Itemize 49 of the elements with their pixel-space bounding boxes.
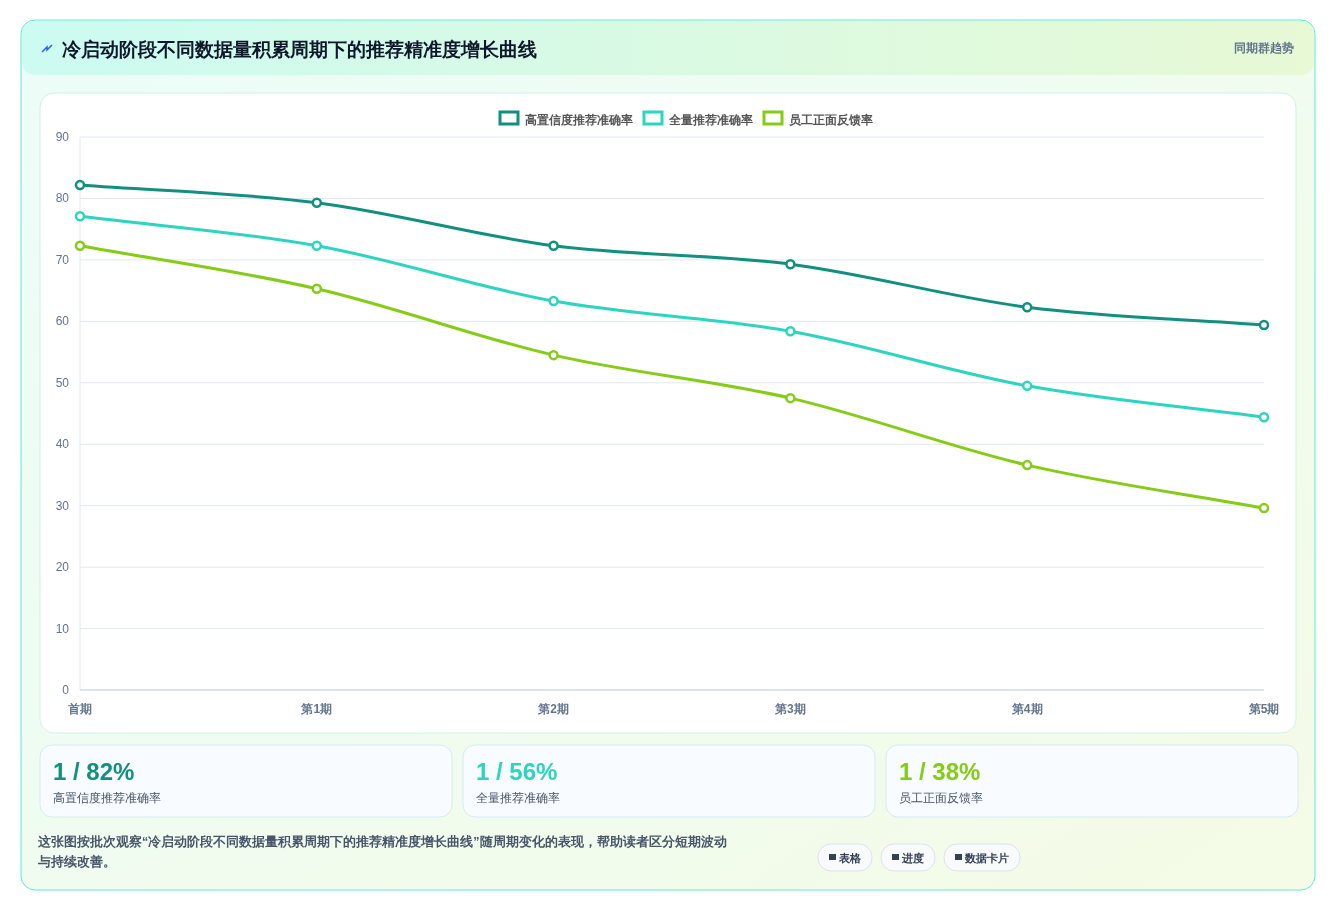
point (74, 211, 86, 222)
y-tick-label: 60 (55, 314, 70, 329)
chart-title: 冷启动阶段不同数据量积累周期下的推荐精准度增长曲线 (62, 39, 537, 60)
y-tick-label: 80 (55, 191, 70, 206)
y-tick-label: 50 (55, 375, 70, 390)
y-tick-label: 40 (55, 437, 70, 452)
legend-label: 高置信度推荐准确率 (525, 113, 633, 127)
text: 1 / 82% (53, 758, 135, 785)
x-tick-label: 第2期 (537, 702, 569, 716)
point (1021, 380, 1033, 392)
text: 数据卡片 (964, 852, 1009, 864)
point (311, 283, 323, 295)
point (785, 325, 796, 337)
legend-label: 员工正面反馈率 (789, 113, 873, 127)
y-tick-label: 90 (55, 130, 70, 144)
y-tick-label: 0 (62, 683, 70, 697)
point (785, 392, 796, 404)
legend-label: 全量推荐准确率 (668, 113, 753, 127)
text: 全量推荐准确率 (476, 791, 560, 805)
point (1021, 301, 1033, 313)
text: 1 / 38% (899, 758, 981, 785)
point (311, 197, 323, 208)
text: 员工正面反馈率 (899, 791, 983, 805)
point (548, 349, 559, 361)
y-tick-label: 30 (55, 498, 70, 513)
text: 这张图按批次观察“冷启动阶段不同数据量积累周期下的推荐精准度增长曲线”随周期变化的表现，帮助读者区分短期波动与持续改善。 (38, 833, 728, 871)
text: 1 / 56% (476, 758, 558, 785)
point (74, 179, 86, 191)
y-tick-label: 20 (55, 560, 70, 575)
x-tick-label: 第1期 (300, 702, 333, 716)
y-tick-label: 10 (55, 621, 70, 636)
text: 同期群趋势 (1234, 41, 1294, 55)
x-tick-label: 首期 (67, 702, 92, 716)
text: 高置信度推荐准确率 (53, 791, 161, 805)
point (548, 240, 559, 252)
text: 表格 (838, 852, 862, 864)
point (1258, 502, 1270, 514)
x-tick-label: 第4期 (1010, 702, 1043, 716)
y-tick-label: 70 (55, 252, 70, 267)
point (74, 240, 86, 252)
point (311, 240, 323, 252)
text: 进度 (901, 852, 924, 864)
point (1258, 319, 1270, 331)
point (1021, 459, 1033, 471)
x-tick-label: 第5期 (1247, 702, 1280, 716)
point (548, 295, 559, 307)
point (1258, 411, 1270, 423)
point (785, 258, 796, 270)
x-tick-label: 第3期 (774, 702, 806, 716)
